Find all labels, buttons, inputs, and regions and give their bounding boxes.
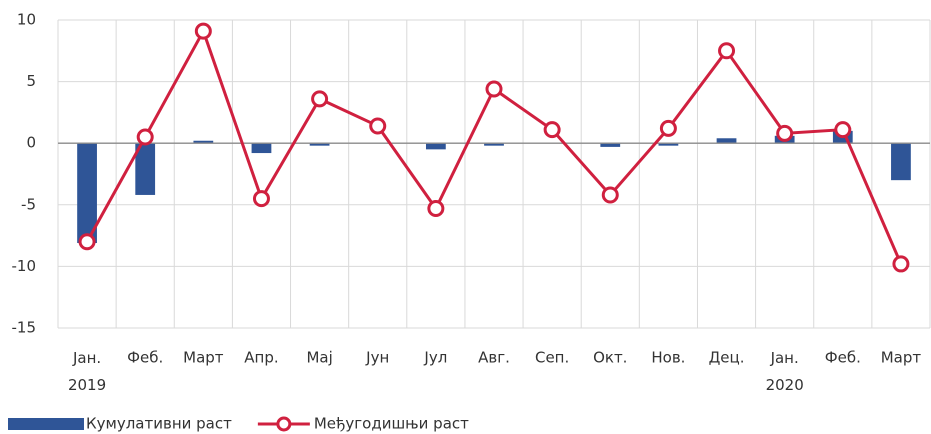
bar: [658, 143, 679, 146]
x-tick-label: Март: [183, 349, 224, 367]
legend-label: Међугодишњи раст: [314, 415, 469, 433]
x-tick-label: Мај: [306, 349, 332, 367]
legend-swatch: [276, 416, 292, 432]
line-marker: [194, 22, 212, 40]
bar: [891, 143, 911, 181]
x-tick-label: Феб.: [825, 349, 861, 367]
line-marker: [892, 255, 910, 273]
bar: [600, 143, 621, 147]
bar: [135, 143, 156, 195]
x-tick-label: Феб.: [127, 349, 163, 367]
x-tick-label: Дец.: [709, 349, 745, 367]
x-tick-label: Окт.: [593, 349, 627, 367]
y-tick-label: 5: [26, 72, 36, 90]
line-marker: [659, 119, 677, 137]
y-tick-label: -15: [12, 319, 37, 337]
line-marker: [601, 186, 619, 204]
line-marker: [776, 124, 794, 142]
x-tick-label: Март: [881, 349, 922, 367]
bar: [716, 138, 737, 144]
legend-swatch: [8, 418, 84, 430]
bar: [193, 140, 214, 144]
legend-label: Кумулативни раст: [86, 415, 232, 433]
line-marker: [252, 190, 270, 208]
x-tick-label: Јун: [365, 349, 389, 367]
bar: [77, 143, 97, 243]
y-tick-label: 10: [17, 11, 36, 29]
line-marker: [718, 42, 736, 60]
bar: [251, 143, 272, 154]
y-tick-label: 0: [26, 134, 36, 152]
x-tick-label: Нов.: [651, 349, 685, 367]
line-marker: [427, 199, 445, 217]
line-marker: [311, 90, 329, 108]
line-marker: [485, 80, 503, 98]
line-marker: [136, 128, 154, 146]
line-marker: [543, 121, 561, 139]
line-marker: [78, 233, 96, 251]
x-tick-label: Јул: [423, 349, 447, 367]
line: [85, 27, 903, 265]
y-tick-label: -5: [21, 195, 36, 213]
bar: [309, 143, 330, 146]
bar: [484, 143, 504, 146]
line-marker: [834, 121, 852, 139]
bar: [425, 143, 446, 150]
x-tick-label: Јан. 2020: [766, 349, 804, 394]
x-tick-label: Апр.: [244, 349, 278, 367]
x-tick-label: Јан. 2019: [68, 349, 106, 394]
y-tick-label: -10: [12, 257, 37, 275]
x-tick-label: Сеп.: [535, 349, 569, 367]
line-marker: [369, 117, 387, 135]
x-tick-label: Авг.: [478, 349, 510, 367]
